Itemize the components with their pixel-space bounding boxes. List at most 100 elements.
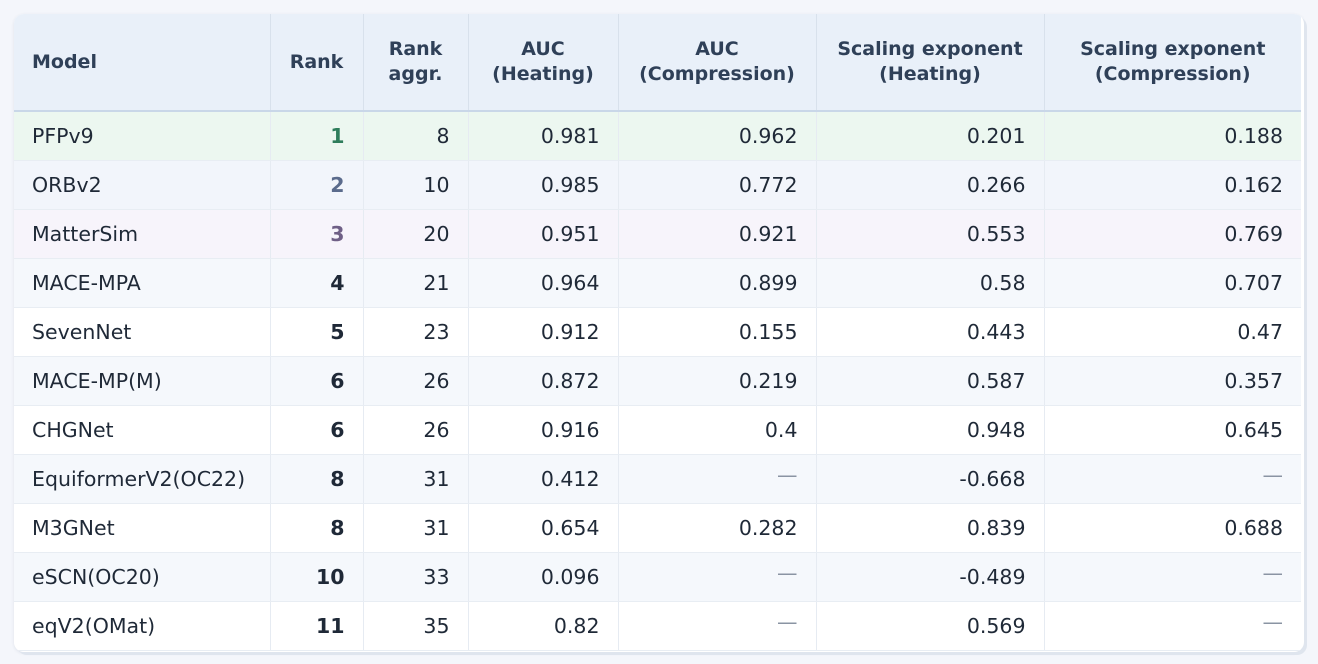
scaling-heating-value: 0.948 bbox=[815, 405, 1044, 455]
column-header-rank[interactable]: Rank bbox=[269, 14, 363, 112]
column-header-auc-compression[interactable]: AUC (Compression) bbox=[617, 14, 816, 112]
model-name: PFPv9 bbox=[14, 111, 270, 161]
scaling-compression-value: — bbox=[1043, 552, 1301, 602]
model-name: SevenNet bbox=[14, 307, 270, 357]
table-row[interactable]: MACE-MPA 4 21 0.964 0.899 0.58 0.707 bbox=[14, 258, 1301, 308]
scaling-heating-value: 0.201 bbox=[815, 111, 1044, 161]
scaling-heating-value: 0.266 bbox=[815, 160, 1044, 210]
scaling-heating-value: -0.489 bbox=[815, 552, 1044, 602]
rank-aggr-value: 21 bbox=[362, 258, 468, 308]
auc-heating-value: 0.654 bbox=[467, 503, 618, 553]
table-row[interactable]: EquiformerV2(OC22) 8 31 0.412 — -0.668 — bbox=[14, 454, 1301, 504]
rank-aggr-value: 31 bbox=[362, 503, 468, 553]
auc-compression-value: 0.772 bbox=[617, 160, 816, 210]
missing-value-dash: — bbox=[777, 561, 798, 585]
auc-heating-value: 0.916 bbox=[467, 405, 618, 455]
auc-compression-value: — bbox=[617, 552, 816, 602]
scaling-heating-value: 0.443 bbox=[815, 307, 1044, 357]
scaling-compression-value: — bbox=[1043, 601, 1301, 651]
missing-value-dash: — bbox=[1262, 610, 1284, 634]
scaling-compression-value: 0.162 bbox=[1043, 160, 1301, 210]
scaling-heating-value: 0.587 bbox=[815, 356, 1044, 406]
scaling-compression-value: 0.688 bbox=[1043, 503, 1301, 553]
rank-value: 5 bbox=[269, 307, 363, 357]
rank-aggr-value: 33 bbox=[362, 552, 468, 602]
header-row: Model Rank Rank aggr. AUC (Heating) AUC (Co… bbox=[14, 14, 1301, 112]
scaling-compression-value: — bbox=[1043, 454, 1301, 504]
rank-value: 8 bbox=[269, 454, 363, 504]
rank-value: 6 bbox=[269, 356, 363, 406]
scaling-compression-value: 0.47 bbox=[1043, 307, 1301, 357]
table-row[interactable]: M3GNet 8 31 0.654 0.282 0.839 0.688 bbox=[14, 503, 1301, 553]
auc-heating-value: 0.912 bbox=[467, 307, 618, 357]
scaling-compression-value: 0.357 bbox=[1043, 356, 1301, 406]
scaling-heating-value: 0.839 bbox=[815, 503, 1044, 553]
table-row[interactable]: MatterSim 3 20 0.951 0.921 0.553 0.769 bbox=[14, 209, 1301, 259]
rank-value: 3 bbox=[269, 209, 363, 259]
scaling-heating-value: -0.668 bbox=[815, 454, 1044, 504]
auc-heating-value: 0.412 bbox=[467, 454, 618, 504]
missing-value-dash: — bbox=[777, 610, 798, 634]
rank-aggr-value: 35 bbox=[362, 601, 468, 651]
leaderboard-table: Model Rank Rank aggr. AUC (Heating) AUC (Co… bbox=[14, 14, 1301, 651]
auc-compression-value: 0.219 bbox=[617, 356, 816, 406]
rank-aggr-value: 8 bbox=[362, 111, 468, 161]
rank-value: 1 bbox=[269, 111, 363, 161]
rank-value: 10 bbox=[269, 552, 363, 602]
table-row[interactable]: ORBv2 2 10 0.985 0.772 0.266 0.162 bbox=[14, 160, 1301, 210]
model-name: EquiformerV2(OC22) bbox=[14, 454, 270, 504]
auc-compression-value: 0.282 bbox=[617, 503, 816, 553]
missing-value-dash: — bbox=[777, 463, 798, 487]
missing-value-dash: — bbox=[1262, 463, 1284, 487]
auc-compression-value: — bbox=[617, 454, 816, 504]
table-row[interactable]: eSCN(OC20) 10 33 0.096 — -0.489 — bbox=[14, 552, 1301, 602]
missing-value-dash: — bbox=[1262, 561, 1284, 585]
model-name: ORBv2 bbox=[14, 160, 270, 210]
scaling-heating-value: 0.569 bbox=[815, 601, 1044, 651]
auc-heating-value: 0.964 bbox=[467, 258, 618, 308]
model-name: MatterSim bbox=[14, 209, 270, 259]
scaling-heating-value: 0.58 bbox=[815, 258, 1044, 308]
rank-aggr-value: 31 bbox=[362, 454, 468, 504]
column-header-model[interactable]: Model bbox=[14, 14, 270, 112]
auc-heating-value: 0.951 bbox=[467, 209, 618, 259]
table-row[interactable]: PFPv9 1 8 0.981 0.962 0.201 0.188 bbox=[14, 111, 1301, 161]
auc-heating-value: 0.872 bbox=[467, 356, 618, 406]
model-name: MACE-MPA bbox=[14, 258, 270, 308]
rank-value: 2 bbox=[269, 160, 363, 210]
auc-compression-value: 0.921 bbox=[617, 209, 816, 259]
column-header-rank-aggr[interactable]: Rank aggr. bbox=[362, 14, 468, 112]
table-row[interactable]: eqV2(OMat) 11 35 0.82 — 0.569 — bbox=[14, 601, 1301, 651]
table-row[interactable]: SevenNet 5 23 0.912 0.155 0.443 0.47 bbox=[14, 307, 1301, 357]
auc-compression-value: 0.4 bbox=[617, 405, 816, 455]
leaderboard-card: Model Rank Rank aggr. AUC (Heating) AUC (Co… bbox=[14, 14, 1304, 652]
auc-heating-value: 0.096 bbox=[467, 552, 618, 602]
auc-heating-value: 0.82 bbox=[467, 601, 618, 651]
model-name: MACE-MP(M) bbox=[14, 356, 270, 406]
column-header-auc-heating[interactable]: AUC (Heating) bbox=[467, 14, 618, 112]
scaling-compression-value: 0.188 bbox=[1043, 111, 1301, 161]
auc-compression-value: — bbox=[617, 601, 816, 651]
column-header-scaling-heating[interactable]: Scaling exponent (Heating) bbox=[815, 14, 1044, 112]
auc-compression-value: 0.899 bbox=[617, 258, 816, 308]
auc-heating-value: 0.981 bbox=[467, 111, 618, 161]
auc-compression-value: 0.155 bbox=[617, 307, 816, 357]
table-row[interactable]: MACE-MP(M) 6 26 0.872 0.219 0.587 0.357 bbox=[14, 356, 1301, 406]
model-name: CHGNet bbox=[14, 405, 270, 455]
rank-aggr-value: 23 bbox=[362, 307, 468, 357]
scaling-compression-value: 0.707 bbox=[1043, 258, 1301, 308]
rank-value: 11 bbox=[269, 601, 363, 651]
rank-value: 8 bbox=[269, 503, 363, 553]
model-name: M3GNet bbox=[14, 503, 270, 553]
column-header-scaling-compression[interactable]: Scaling exponent (Compression) bbox=[1043, 14, 1301, 112]
auc-compression-value: 0.962 bbox=[617, 111, 816, 161]
scaling-compression-value: 0.645 bbox=[1043, 405, 1301, 455]
model-name: eSCN(OC20) bbox=[14, 552, 270, 602]
scaling-compression-value: 0.769 bbox=[1043, 209, 1301, 259]
auc-heating-value: 0.985 bbox=[467, 160, 618, 210]
rank-aggr-value: 10 bbox=[362, 160, 468, 210]
rank-aggr-value: 20 bbox=[362, 209, 468, 259]
rank-value: 6 bbox=[269, 405, 363, 455]
table-row[interactable]: CHGNet 6 26 0.916 0.4 0.948 0.645 bbox=[14, 405, 1301, 455]
rank-aggr-value: 26 bbox=[362, 405, 468, 455]
